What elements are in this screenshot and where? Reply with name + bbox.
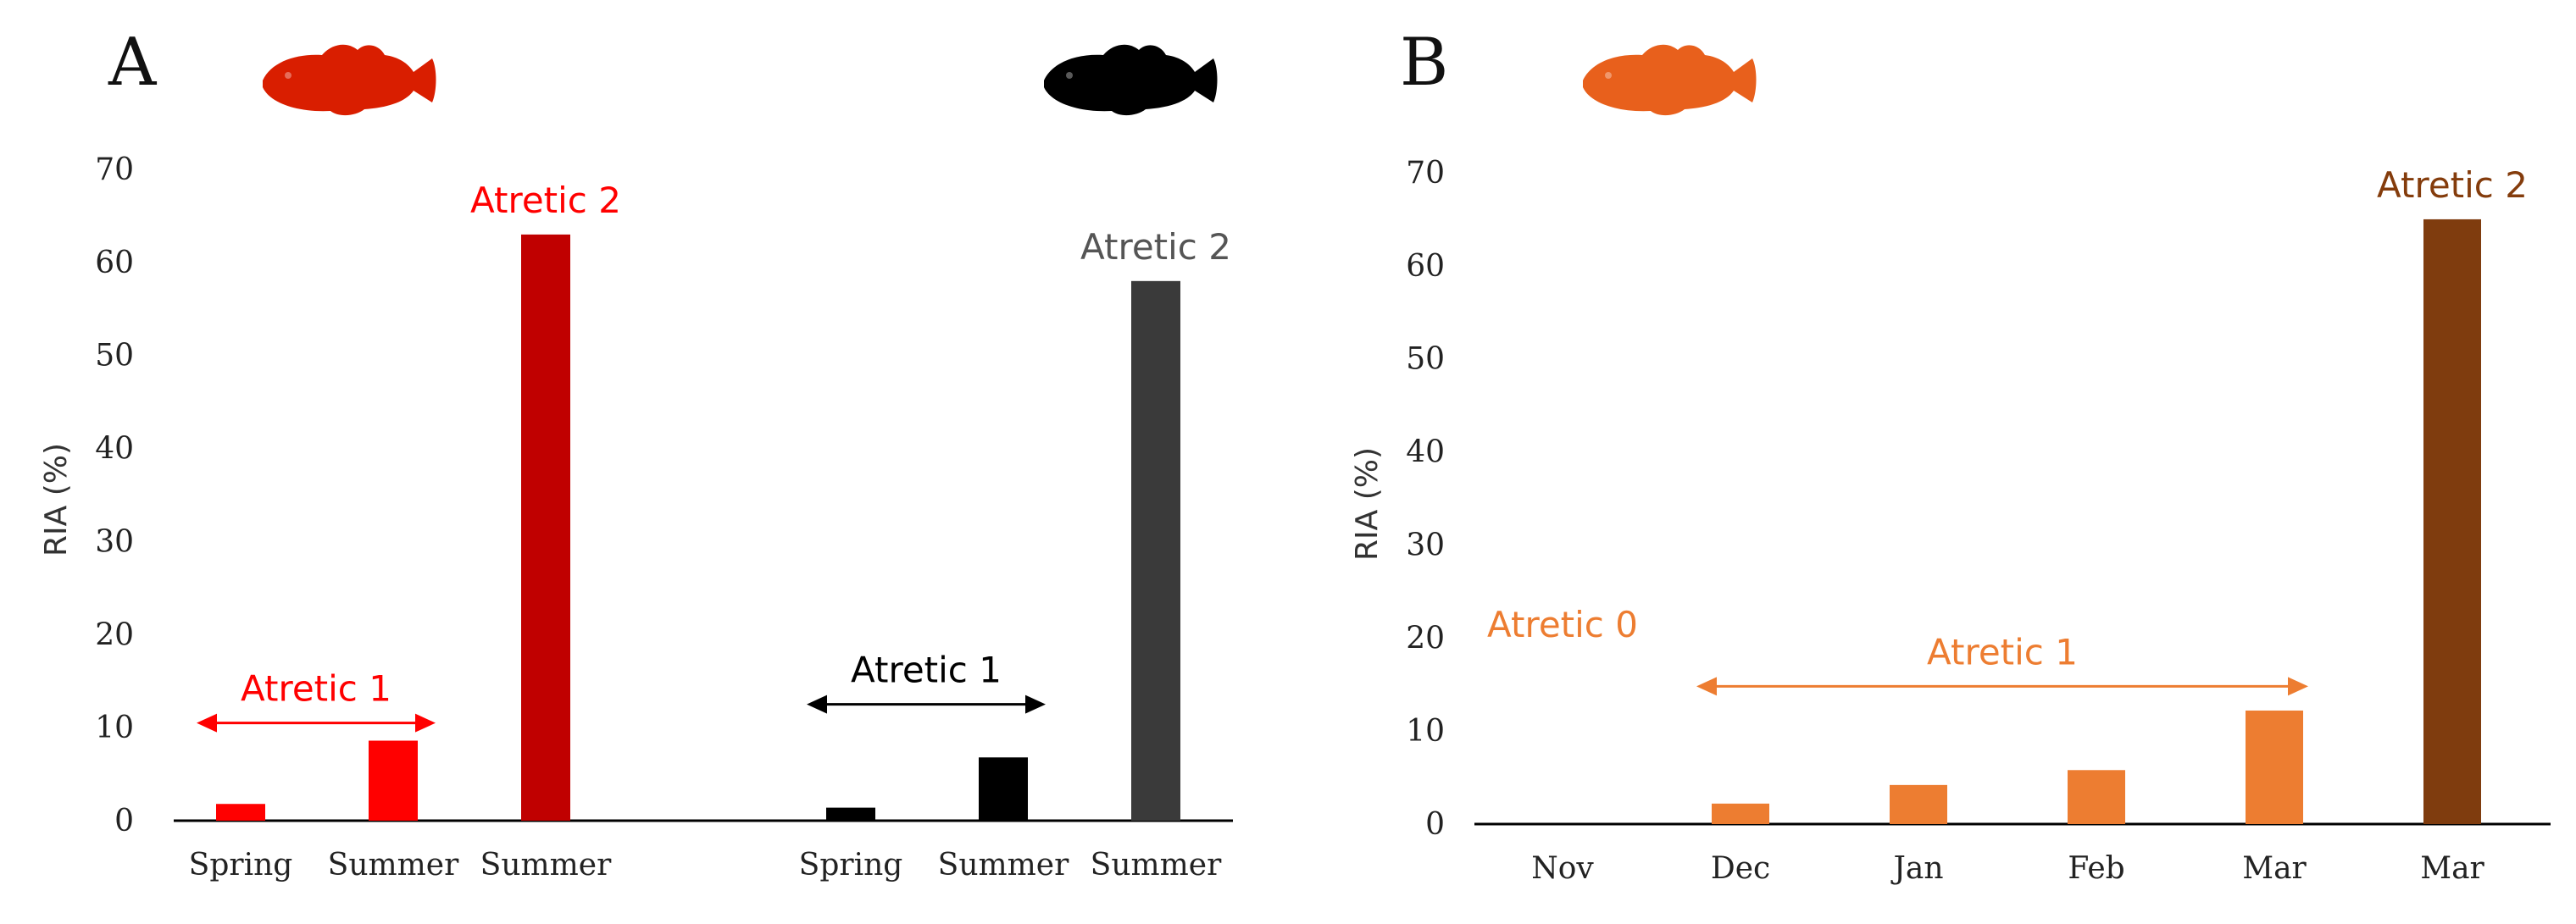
annotations-a: Atretic 1 Atretic 2 Atretic 1 Atretic 2 (197, 180, 1231, 733)
category-label: Dec (1711, 851, 1770, 886)
y-tick-label: 0 (1425, 807, 1445, 842)
panel-letter-a: A (108, 25, 158, 101)
y-axis-label-a: RIA (%) (39, 443, 74, 556)
y-tick-label: 70 (95, 152, 134, 187)
bar (2246, 710, 2303, 824)
category-label: Nov (1531, 851, 1594, 886)
annotations-b: Atretic 0 Atretic 1 Atretic 2 (1487, 164, 2528, 696)
bar (216, 804, 265, 821)
category-label: Feb (2068, 851, 2124, 886)
y-tick-label: 30 (1406, 528, 1445, 562)
category-label: Spring (189, 848, 293, 883)
bar (826, 807, 875, 821)
annotation-label: Atretic 2 (1080, 226, 1231, 268)
y-ticks-b: 0 10 20 30 40 50 60 70 (1406, 156, 1445, 842)
bars-b (1712, 219, 2481, 824)
y-tick-label: 40 (1406, 435, 1445, 470)
arrow-head-right (415, 713, 436, 733)
y-tick-label: 10 (1406, 714, 1445, 749)
arrow-head-left (807, 694, 827, 714)
category-label: Summer (480, 848, 612, 883)
panel-letter-b: B (1400, 25, 1448, 101)
bar (2423, 219, 2481, 824)
annotation-label: Atretic 1 (851, 650, 1002, 691)
y-tick-label: 0 (114, 804, 134, 838)
y-tick-label: 40 (95, 432, 134, 467)
y-tick-label: 70 (1406, 156, 1445, 191)
y-tick-label: 60 (95, 246, 134, 280)
annotation-label: Atretic 1 (241, 668, 391, 710)
y-axis-label-b: RIA (%) (1350, 447, 1385, 561)
y-tick-label: 50 (1406, 342, 1445, 377)
arrow-head-left (1696, 677, 1717, 696)
category-label: Summer (1091, 848, 1222, 883)
y-tick-label: 50 (95, 339, 134, 373)
category-label: Mar (2242, 851, 2307, 886)
bar (979, 757, 1028, 821)
y-ticks-a: 0 10 20 30 40 50 60 70 (95, 152, 134, 838)
arrow-head-left (197, 713, 217, 733)
bars-a (216, 234, 1180, 821)
categories-b: Nov Dec Jan Feb Mar Mar (1531, 851, 2484, 886)
y-tick-label: 20 (1406, 621, 1445, 656)
bar (521, 234, 570, 821)
y-tick-label: 20 (95, 617, 134, 652)
y-tick-label: 10 (95, 711, 134, 745)
bar (369, 740, 418, 821)
annotation-label: Atretic 2 (2377, 164, 2528, 206)
category-label: Mar (2420, 851, 2484, 886)
category-label: Spring (799, 848, 903, 883)
arrow-head-right (2288, 677, 2308, 696)
category-label: Summer (938, 848, 1069, 883)
black-fish-icon (1044, 44, 1218, 116)
arrow-head-right (1025, 694, 1046, 714)
bar (1712, 803, 1769, 824)
categories-a: Spring Summer Summer Spring Summer Summer (189, 848, 1222, 883)
bar (2068, 770, 2125, 824)
y-tick-label: 30 (95, 524, 134, 559)
annotation-label: Atretic 0 (1487, 604, 1638, 645)
bar (1131, 280, 1180, 821)
annotation-label: Atretic 1 (1927, 631, 2078, 672)
category-label: Summer (328, 848, 459, 883)
bar (1890, 784, 1947, 824)
red-fish-icon (263, 44, 436, 116)
y-tick-label: 60 (1406, 249, 1445, 284)
orange-fish-icon (1583, 44, 1757, 116)
panel-b: B RIA (%) 0 10 20 30 40 50 60 70 Nov Dec Jan Feb Ma… (1350, 25, 2551, 886)
panel-a: A RIA (%) 0 10 20 30 40 50 60 70 Spring Summer Su… (39, 25, 1233, 883)
category-label: Jan (1890, 851, 1943, 886)
annotation-label: Atretic 2 (470, 180, 621, 221)
